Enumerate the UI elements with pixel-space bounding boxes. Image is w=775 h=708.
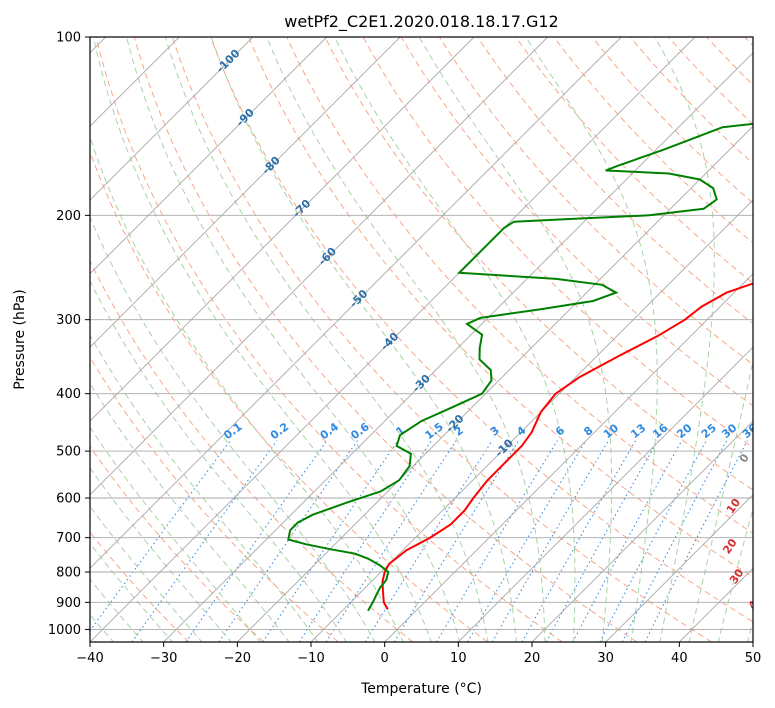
mixing-ratio-line bbox=[185, 440, 328, 642]
dry-adiabat-line bbox=[90, 356, 339, 642]
y-tick-label: 900 bbox=[56, 596, 81, 611]
moist-adiabat-line bbox=[90, 426, 261, 642]
dry-adiabat-line bbox=[90, 445, 264, 642]
mixing-ratio-line bbox=[131, 440, 278, 642]
isotherm-line bbox=[531, 420, 753, 642]
y-axis-label: Pressure (hPa) bbox=[12, 289, 28, 389]
x-tick-label: 50 bbox=[745, 651, 762, 666]
dry-adiabat-line bbox=[171, 37, 712, 642]
mixing-ratio-line bbox=[545, 440, 659, 642]
isotherm-line bbox=[310, 199, 753, 642]
chart-title: wetPf2_C2E1.2020.018.18.17.G12 bbox=[284, 12, 558, 32]
mixing-ratio-line bbox=[364, 440, 493, 642]
moist-adiabat-line bbox=[266, 37, 546, 642]
y-tick-label: 200 bbox=[56, 209, 81, 224]
x-tick-label: −40 bbox=[76, 651, 103, 666]
y-tick-label: 600 bbox=[56, 492, 81, 507]
y-tick-label: 300 bbox=[56, 313, 81, 328]
moist-adiabat-line bbox=[654, 37, 715, 642]
x-tick-label: 30 bbox=[597, 651, 614, 666]
y-tick-label: 1000 bbox=[48, 623, 81, 638]
moist-adiabat-label: 40 bbox=[746, 592, 766, 612]
grid-lines bbox=[90, 37, 753, 642]
x-tick-label: −30 bbox=[150, 651, 177, 666]
moist-adiabat-line bbox=[90, 578, 144, 642]
x-tick-label: 20 bbox=[524, 651, 541, 666]
x-tick-label: −10 bbox=[297, 651, 324, 666]
dry-adiabat-line bbox=[133, 37, 638, 642]
isotherm-line bbox=[384, 273, 753, 642]
moist-adiabat-line bbox=[90, 542, 174, 642]
dry-adiabat-line bbox=[286, 37, 753, 534]
dry-adiabat-line bbox=[515, 37, 753, 284]
isotherm-line bbox=[90, 37, 549, 496]
y-tick-label: 100 bbox=[56, 31, 81, 46]
mixing-ratio-line bbox=[298, 440, 432, 642]
moist-adiabat-line bbox=[717, 506, 753, 642]
isotherm-line bbox=[163, 52, 753, 642]
moist-adiabat-line bbox=[90, 215, 376, 642]
dry-adiabat-line bbox=[90, 259, 414, 642]
isotherm-line bbox=[605, 494, 753, 642]
moist-adiabat-line bbox=[126, 37, 461, 642]
mixing-ratio-line bbox=[572, 440, 683, 642]
moist-adiabat-line bbox=[90, 334, 319, 642]
mixing-ratio-line bbox=[491, 440, 609, 642]
dewpoint-line bbox=[287, 122, 753, 612]
moist-adiabat-line bbox=[90, 505, 203, 642]
y-tick-label: 400 bbox=[56, 387, 81, 402]
dry-adiabat-line bbox=[248, 37, 753, 578]
x-tick-label: 0 bbox=[381, 651, 389, 666]
x-tick-label: 40 bbox=[671, 651, 688, 666]
y-axis-ticks: 1000 900 800 700 600 500 400 300 200 100 bbox=[48, 31, 90, 638]
moist-adiabat-line bbox=[90, 135, 404, 642]
moist-adiabat-line bbox=[210, 37, 518, 642]
x-tick-label: 10 bbox=[450, 651, 467, 666]
moist-adiabat-line bbox=[688, 358, 753, 642]
moist-adiabat-line bbox=[525, 37, 658, 642]
isotherm-line bbox=[90, 37, 696, 642]
dry-adiabat-line bbox=[95, 37, 563, 642]
isotherm-line bbox=[90, 37, 622, 569]
moist-adiabat-line bbox=[92, 37, 432, 642]
dry-adiabat-line bbox=[210, 37, 753, 623]
mixing-ratio-line bbox=[435, 440, 558, 642]
mixing-ratio-line bbox=[644, 440, 748, 642]
moist-adiabat-line bbox=[90, 382, 290, 642]
y-tick-label: 800 bbox=[56, 566, 81, 581]
isotherm-line bbox=[236, 125, 753, 642]
plot-frame bbox=[89, 36, 754, 643]
isotherm-line bbox=[90, 37, 328, 275]
moist-adiabat-line bbox=[90, 467, 232, 642]
y-tick-label: 500 bbox=[56, 445, 81, 460]
moist-adiabat-line bbox=[164, 37, 489, 642]
profile-series bbox=[287, 122, 753, 612]
y-tick-label: 700 bbox=[56, 531, 81, 546]
x-axis-ticks: −40 −30 −20 −10 0 10 20 30 40 50 bbox=[76, 642, 761, 666]
mixing-ratio-line bbox=[393, 440, 520, 642]
mixing-ratio-line bbox=[599, 440, 707, 642]
dry-adiabats bbox=[90, 37, 753, 642]
dry-adiabat-line bbox=[324, 37, 753, 491]
mixing-ratio-line bbox=[521, 440, 637, 642]
isotherm-line bbox=[90, 37, 401, 348]
x-axis-label: Temperature (°C) bbox=[360, 681, 482, 697]
moist-adiabat-line bbox=[334, 37, 576, 642]
mixing-ratio-line bbox=[467, 440, 587, 642]
isotherm-line bbox=[457, 346, 753, 642]
x-tick-label: −20 bbox=[224, 651, 251, 666]
isotherm-line bbox=[90, 37, 254, 201]
temperature-line bbox=[381, 282, 753, 610]
isotherm-line bbox=[90, 37, 475, 422]
